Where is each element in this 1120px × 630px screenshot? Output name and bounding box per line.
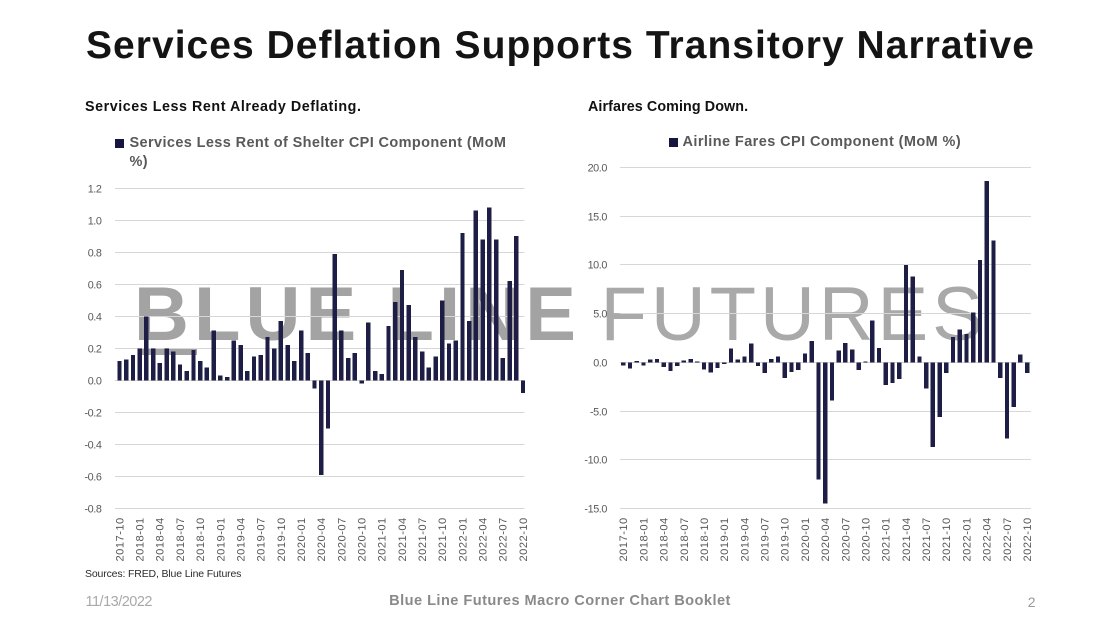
svg-text:2021-01: 2021-01 (881, 517, 893, 561)
svg-text:-10.0: -10.0 (584, 454, 607, 466)
svg-text:2018-10: 2018-10 (195, 517, 207, 561)
svg-text:0.0: 0.0 (88, 375, 102, 387)
svg-text:2017-10: 2017-10 (114, 517, 126, 561)
svg-text:2022-07: 2022-07 (1002, 517, 1014, 561)
svg-text:-5.0: -5.0 (590, 406, 607, 418)
svg-text:2022-10: 2022-10 (1022, 517, 1034, 561)
svg-text:1.0: 1.0 (88, 215, 102, 227)
svg-text:2022-01: 2022-01 (457, 517, 469, 561)
svg-text:2018-04: 2018-04 (155, 517, 167, 561)
svg-text:2021-10: 2021-10 (437, 517, 449, 561)
svg-text:2019-07: 2019-07 (256, 517, 268, 561)
svg-text:2021-04: 2021-04 (901, 517, 913, 561)
svg-text:0.2: 0.2 (88, 343, 102, 355)
svg-text:2022-01: 2022-01 (961, 517, 973, 561)
svg-text:2022-07: 2022-07 (498, 517, 510, 561)
svg-text:2018-07: 2018-07 (679, 517, 691, 561)
svg-text:0.4: 0.4 (88, 311, 102, 323)
svg-text:5.0: 5.0 (593, 308, 607, 320)
svg-text:15.0: 15.0 (588, 211, 608, 223)
svg-text:-0.4: -0.4 (84, 439, 101, 451)
svg-text:-0.8: -0.8 (84, 503, 101, 515)
svg-text:0.0: 0.0 (593, 357, 607, 369)
svg-text:2021-10: 2021-10 (941, 517, 953, 561)
svg-text:-0.6: -0.6 (84, 471, 101, 483)
svg-text:2019-04: 2019-04 (236, 517, 248, 561)
svg-text:2021-07: 2021-07 (417, 517, 429, 561)
svg-text:2018-04: 2018-04 (659, 517, 671, 561)
svg-text:-0.2: -0.2 (84, 407, 101, 419)
svg-text:2019-10: 2019-10 (780, 517, 792, 561)
svg-text:2022-10: 2022-10 (518, 517, 530, 561)
svg-text:2020-04: 2020-04 (820, 517, 832, 561)
svg-text:0.8: 0.8 (88, 247, 102, 259)
svg-text:2019-10: 2019-10 (276, 517, 288, 561)
svg-text:2019-01: 2019-01 (215, 517, 227, 561)
svg-text:2017-10: 2017-10 (618, 517, 630, 561)
svg-text:2021-01: 2021-01 (377, 517, 389, 561)
svg-text:20.0: 20.0 (588, 162, 608, 174)
svg-text:2019-04: 2019-04 (739, 517, 751, 561)
svg-text:2020-10: 2020-10 (357, 517, 369, 561)
svg-text:2022-04: 2022-04 (478, 517, 490, 561)
svg-text:2021-07: 2021-07 (921, 517, 933, 561)
svg-text:-15.0: -15.0 (584, 503, 607, 515)
svg-text:2020-10: 2020-10 (861, 517, 873, 561)
svg-text:2018-07: 2018-07 (175, 517, 187, 561)
svg-text:2020-04: 2020-04 (316, 517, 328, 561)
svg-text:2020-01: 2020-01 (800, 517, 812, 561)
svg-text:2018-01: 2018-01 (638, 517, 650, 561)
svg-text:2018-10: 2018-10 (699, 517, 711, 561)
svg-text:2018-01: 2018-01 (135, 517, 147, 561)
svg-text:2020-07: 2020-07 (336, 517, 348, 561)
svg-text:2020-01: 2020-01 (296, 517, 308, 561)
svg-text:1.2: 1.2 (88, 183, 102, 195)
svg-text:2020-07: 2020-07 (840, 517, 852, 561)
svg-text:2019-07: 2019-07 (760, 517, 772, 561)
svg-text:0.6: 0.6 (88, 279, 102, 291)
svg-text:10.0: 10.0 (588, 259, 608, 271)
svg-text:2021-04: 2021-04 (397, 517, 409, 561)
svg-text:2022-04: 2022-04 (982, 517, 994, 561)
svg-text:2019-01: 2019-01 (719, 517, 731, 561)
